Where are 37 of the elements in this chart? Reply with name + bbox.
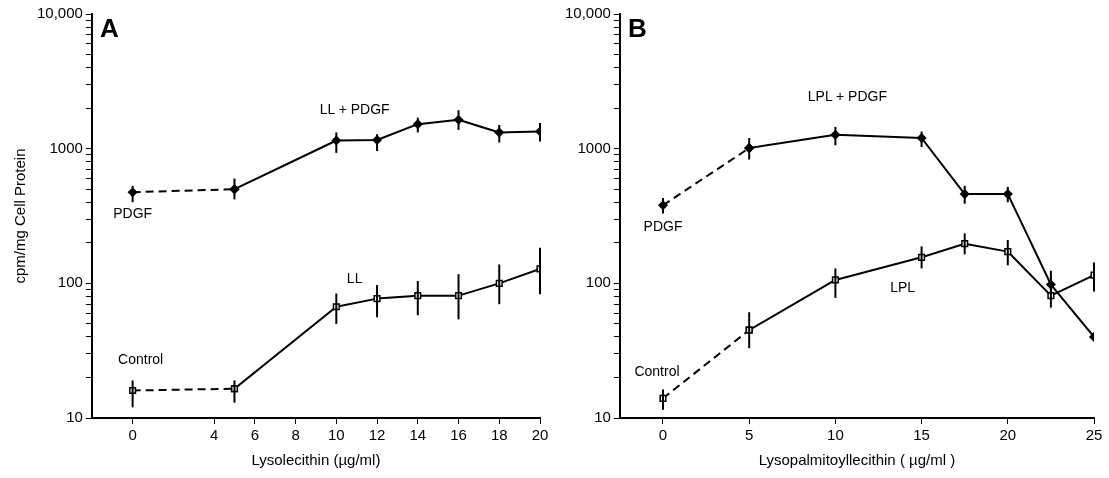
y-tick-label: 100	[57, 273, 83, 291]
x-tick-label: 6	[250, 426, 259, 444]
y-tick-label: 10	[66, 408, 83, 426]
x-tick-label: 16	[450, 426, 467, 444]
x-axis-title: Lysolecithin (µg/ml)	[251, 451, 381, 469]
y-axis-title: cpm/mg Cell Protein	[11, 148, 29, 284]
series-label: Control	[118, 351, 164, 368]
annotation: B	[627, 13, 647, 44]
x-tick-label: 12	[368, 426, 386, 444]
series-label: LL + PDGF	[319, 101, 390, 118]
y-tick-label: 1000	[49, 138, 83, 156]
series-label: PDGF	[113, 205, 153, 222]
series-label: LL	[346, 269, 363, 286]
annotation: A	[99, 13, 119, 44]
x-axis-title: Lysopalmitoyllecithin ( µg/ml )	[758, 451, 956, 469]
text: LPL + PDGF	[807, 87, 888, 104]
x-tick-label: 10	[327, 426, 345, 444]
x-tick-label: 8	[291, 426, 300, 444]
x-tick-label: 25	[1085, 426, 1103, 444]
x-tick-label: 20	[531, 426, 549, 444]
y-tick-label: 10,000	[564, 4, 611, 22]
x-tick-label: 15	[913, 426, 930, 444]
x-tick-label: 10	[827, 426, 844, 444]
y-tick-label: 1000	[577, 138, 611, 156]
y-tick-label: 10,000	[36, 4, 83, 22]
y-tick-label: 10	[594, 408, 611, 426]
y-tick-label: 100	[585, 273, 611, 291]
x-tick-label: 0	[658, 426, 668, 444]
series-label: Control	[634, 363, 680, 380]
series-label: LPL	[890, 279, 916, 296]
x-tick-label: 18	[490, 426, 508, 444]
x-tick-label: 5	[745, 426, 754, 444]
x-tick-label: 20	[999, 426, 1017, 444]
x-tick-label: 4	[209, 426, 219, 444]
x-tick-label: 14	[409, 426, 427, 444]
series-label: PDGF	[643, 218, 683, 235]
x-tick-label: 0	[128, 426, 137, 444]
